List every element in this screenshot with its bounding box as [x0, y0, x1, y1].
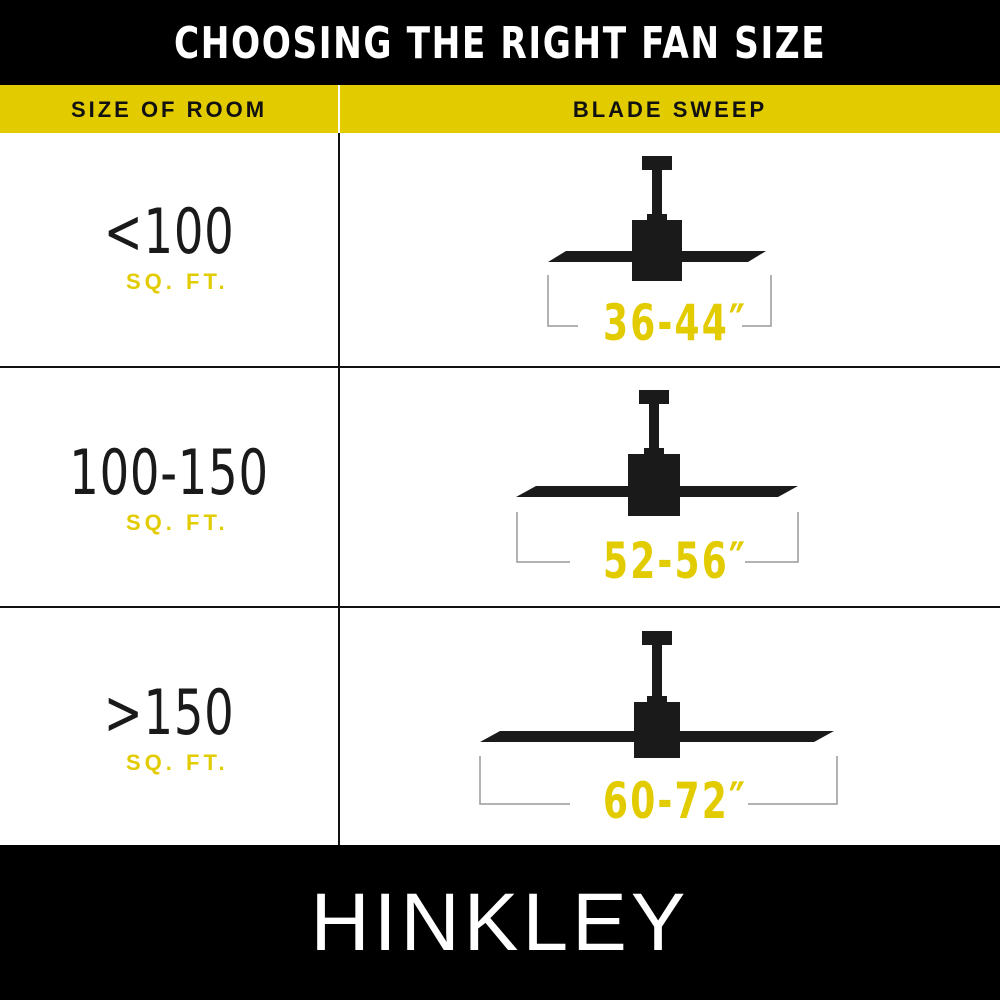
row-divider — [0, 606, 1000, 608]
blade-sweep-value: 52-56″ — [603, 532, 748, 590]
fan-icon-large — [480, 631, 834, 758]
header-blade-sweep: BLADE SWEEP — [340, 85, 1000, 133]
header-size-of-room: SIZE OF ROOM — [0, 85, 338, 133]
sweep-bracket — [516, 512, 799, 563]
blade-sweep-value: 60-72″ — [603, 772, 748, 830]
room-size: >150 — [103, 676, 235, 749]
room-unit: SQ. FT. — [126, 510, 229, 535]
room-size-row-3: >150 SQ. FT. — [0, 676, 338, 775]
sweep-bracket — [479, 756, 838, 805]
blade-sweep-value: 36-44″ — [603, 294, 748, 352]
fan-icon-medium — [516, 390, 798, 516]
page-title: CHOOSING THE RIGHT FAN SIZE — [0, 0, 1000, 85]
brand-logo: HINKLEY — [0, 845, 1000, 1000]
sweep-bracket — [547, 275, 772, 327]
room-unit: SQ. FT. — [126, 750, 229, 775]
room-unit: SQ. FT. — [126, 269, 229, 294]
room-size-row-2: 100-150 SQ. FT. — [0, 436, 338, 535]
row-divider — [0, 366, 1000, 368]
room-size: 100-150 — [69, 436, 269, 509]
room-size: <100 — [103, 195, 235, 268]
fan-icon-small — [548, 156, 766, 281]
room-size-row-1: <100 SQ. FT. — [0, 195, 338, 294]
column-divider — [338, 133, 340, 845]
title-text: CHOOSING THE RIGHT FAN SIZE — [173, 18, 827, 69]
